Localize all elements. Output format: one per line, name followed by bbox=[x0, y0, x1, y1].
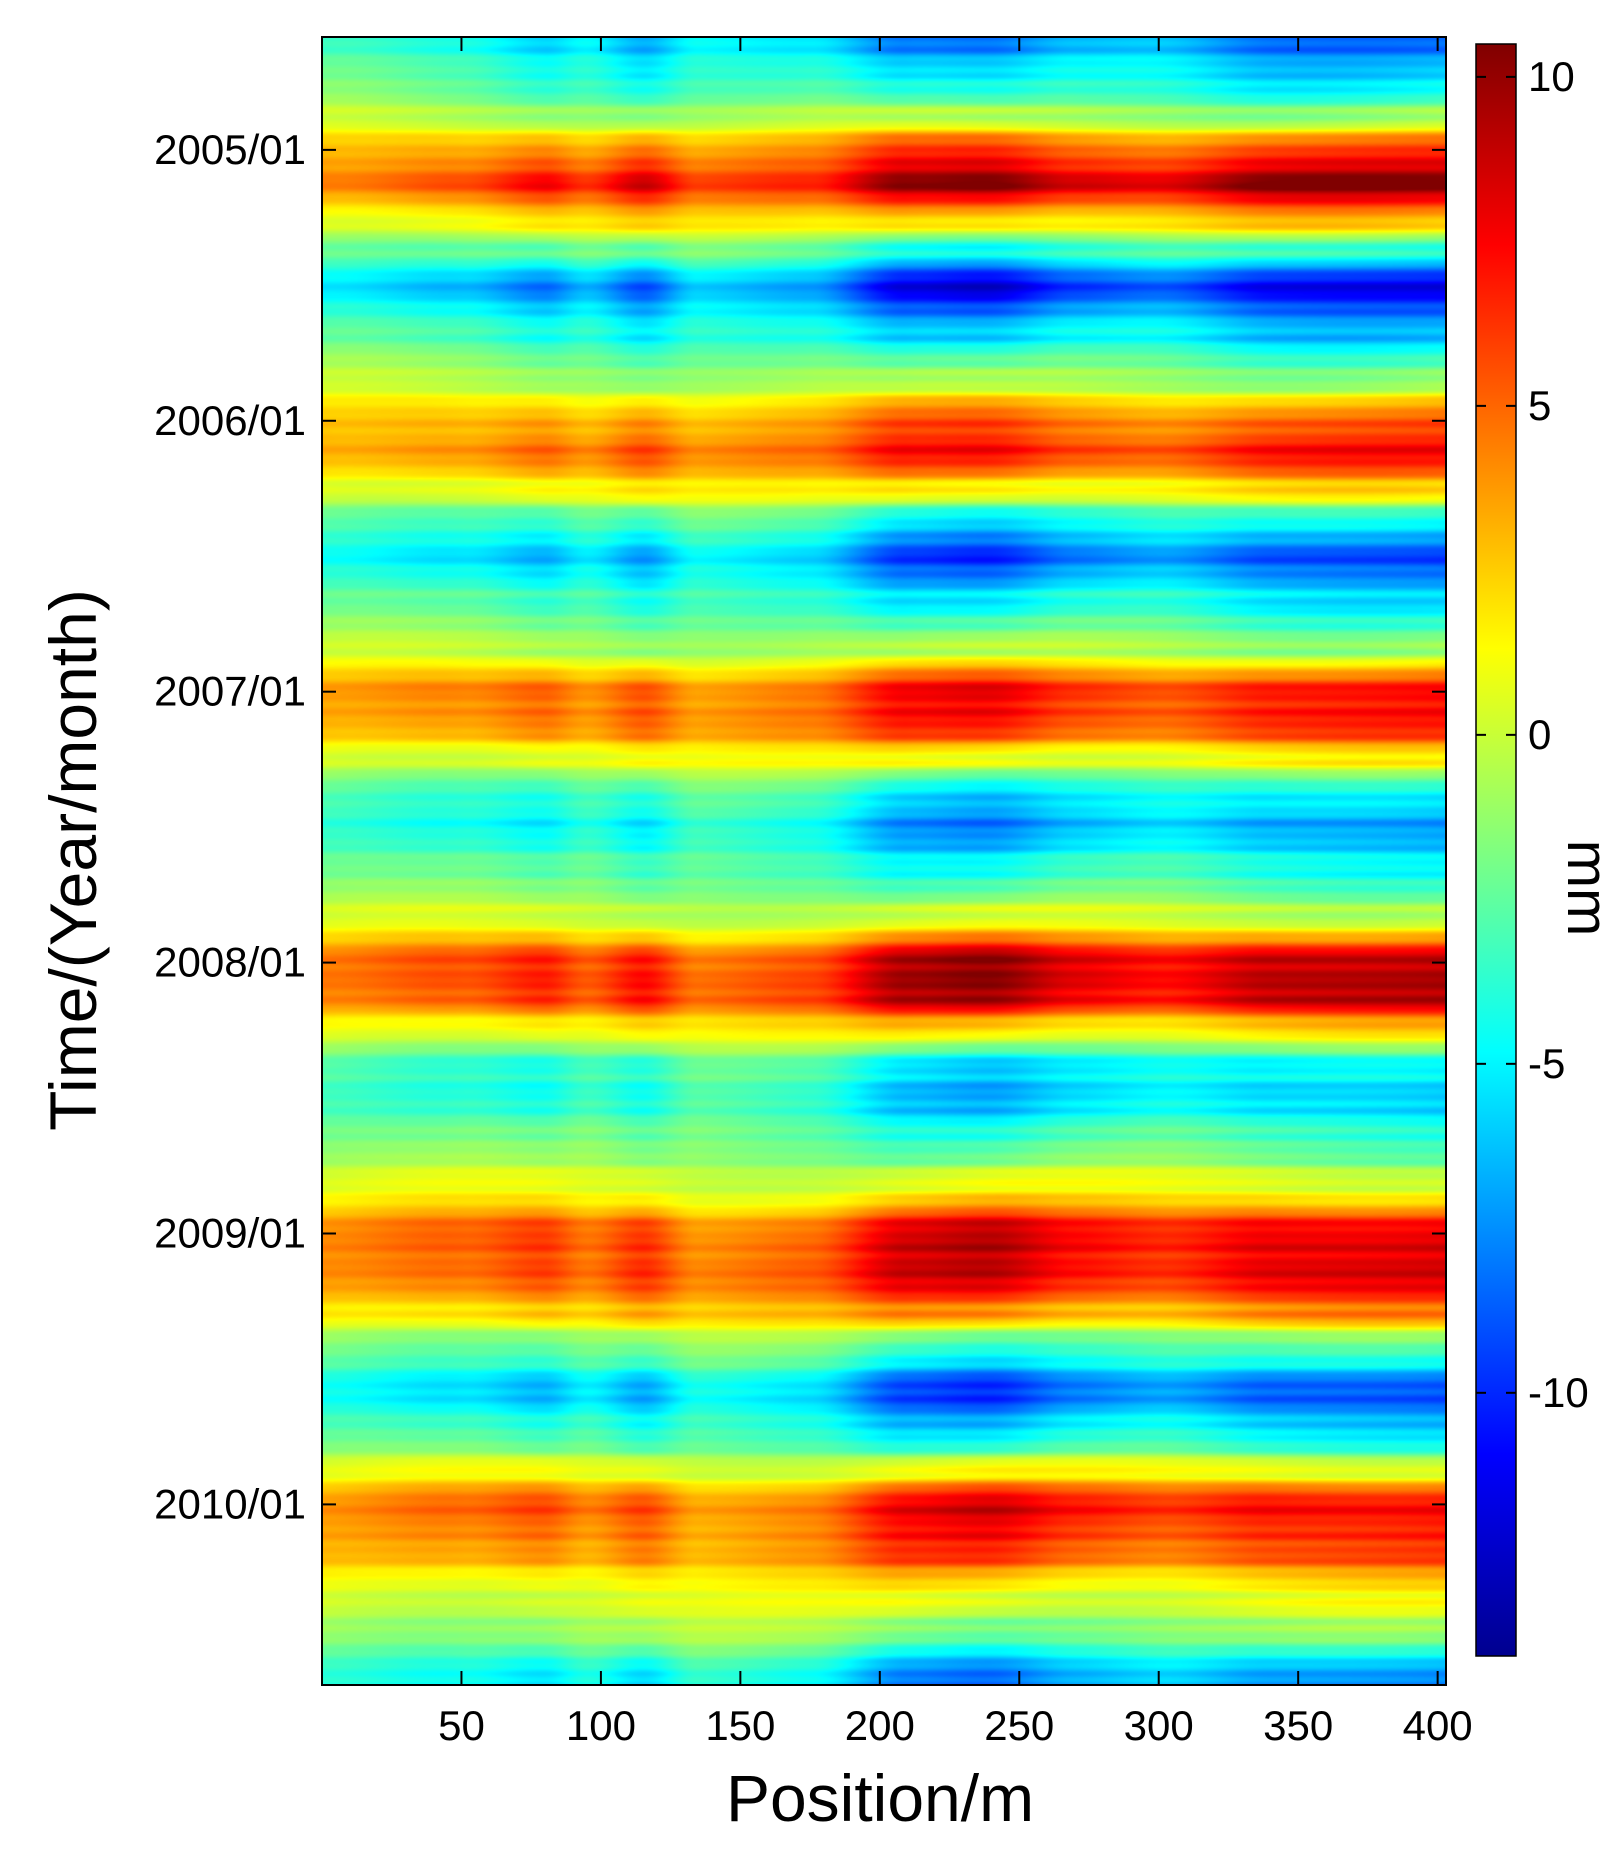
x-tick-label: 350 bbox=[1263, 1702, 1333, 1749]
colorbar-tick-label: 5 bbox=[1528, 382, 1551, 429]
x-tick-label: 200 bbox=[845, 1702, 915, 1749]
y-tick-label: 2010/01 bbox=[154, 1480, 306, 1527]
y-tick-label: 2005/01 bbox=[154, 126, 306, 173]
x-tick-label: 100 bbox=[566, 1702, 636, 1749]
colorbar-label: mm bbox=[1555, 840, 1611, 937]
x-tick-label: 50 bbox=[438, 1702, 485, 1749]
y-axis: 2005/01 2006/01 2007/01 2008/01 2009/01 2010/… bbox=[154, 126, 1446, 1527]
x-tick-label: 150 bbox=[705, 1702, 775, 1749]
x-axis: 50 100 150 200 250 300 350 400 bbox=[438, 37, 1473, 1749]
y-tick-label: 2006/01 bbox=[154, 397, 306, 444]
colorbar-axis: 10 5 0 -5 -10 bbox=[1476, 53, 1589, 1416]
x-tick-label: 300 bbox=[1124, 1702, 1194, 1749]
x-tick-label: 400 bbox=[1403, 1702, 1473, 1749]
heatmap-image bbox=[322, 37, 1446, 1685]
y-tick-label: 2007/01 bbox=[154, 668, 306, 715]
y-tick-label: 2009/01 bbox=[154, 1209, 306, 1256]
colorbar-tick-label: -10 bbox=[1528, 1369, 1589, 1416]
colorbar-frame bbox=[1475, 43, 1517, 1657]
y-axis-label: Time/(Year/month) bbox=[36, 589, 110, 1131]
colorbar-tick-label: -5 bbox=[1528, 1040, 1565, 1087]
x-tick-label: 250 bbox=[984, 1702, 1054, 1749]
colorbar-tick-label: 10 bbox=[1528, 53, 1575, 100]
y-tick-label: 2008/01 bbox=[154, 939, 306, 986]
colorbar bbox=[1476, 44, 1516, 1656]
colorbar-tick-label: 0 bbox=[1528, 711, 1551, 758]
x-axis-label: Position/m bbox=[726, 1761, 1034, 1835]
plot-frame bbox=[321, 36, 1447, 1686]
heatmap-image-wrapper bbox=[322, 37, 1446, 1685]
